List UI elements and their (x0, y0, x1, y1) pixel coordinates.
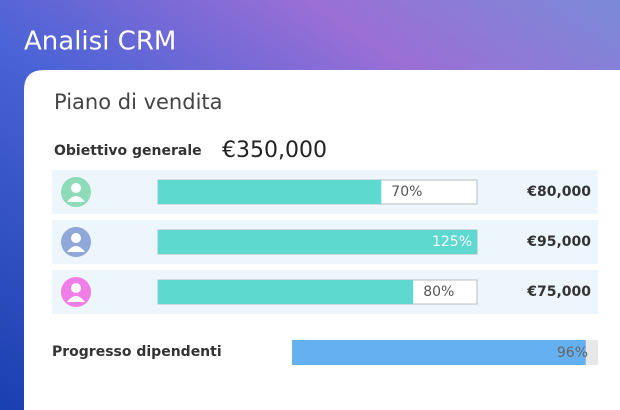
avatar-head (71, 233, 81, 243)
avatar-head (71, 283, 81, 293)
progress-bar (158, 180, 382, 204)
progress-label: 80% (423, 284, 454, 300)
app-title: Analisi CRM (24, 27, 176, 57)
employees-bar (292, 340, 586, 365)
goal-label: Obiettivo generale (54, 143, 202, 159)
progress-bar (158, 280, 414, 304)
employees-progress-label: 96% (557, 345, 588, 361)
avatar-body (67, 246, 85, 252)
employees-label: Progresso dipendenti (52, 344, 222, 360)
avatar-body (67, 196, 85, 202)
progress-label: 125% (432, 234, 472, 250)
goal-amount: €350,000 (222, 138, 327, 163)
avatar-body (67, 296, 85, 302)
card-title: Piano di vendita (54, 90, 223, 114)
progress-bar (158, 230, 477, 254)
avatar-head (71, 183, 81, 193)
amount: €75,000 (526, 284, 591, 300)
progress-label: 70% (391, 184, 422, 200)
amount: €80,000 (526, 184, 591, 200)
amount: €95,000 (526, 234, 591, 250)
